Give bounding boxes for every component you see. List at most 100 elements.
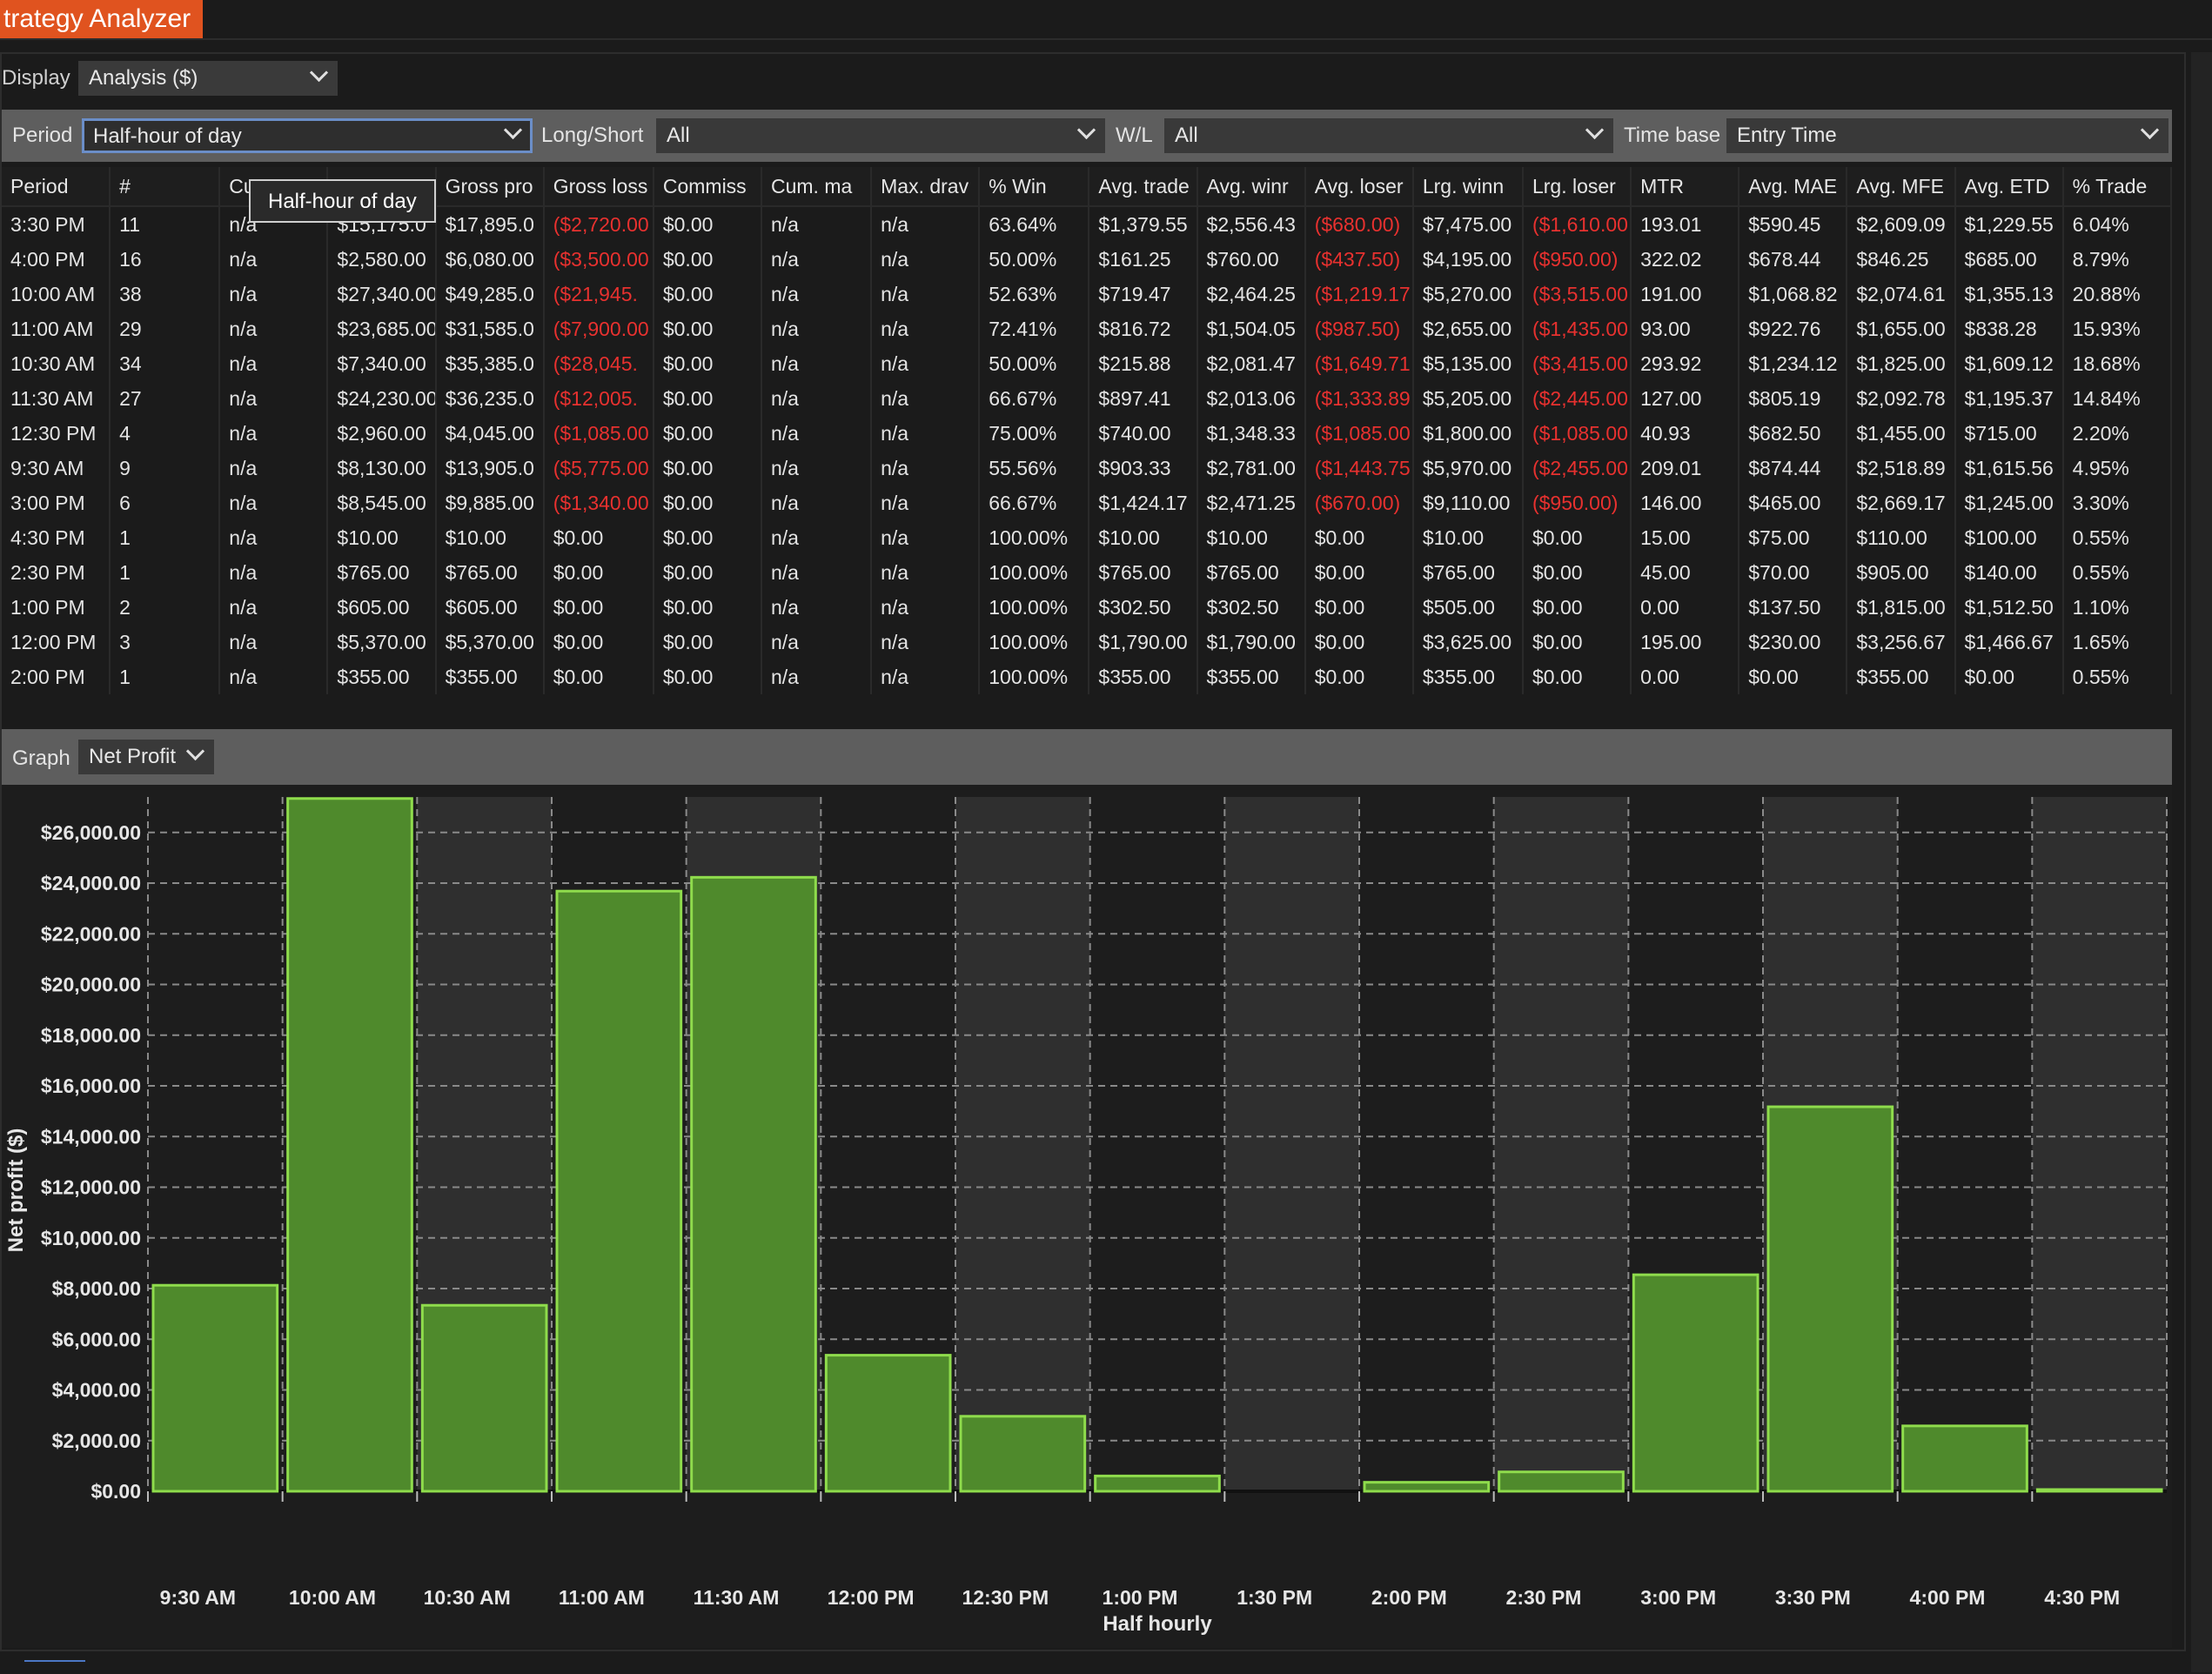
table-row[interactable]: 4:00 PM 16 n/a $2,580.00 $6,080.00 ($3,500.00…	[2, 242, 2173, 277]
table-cell: $35,385.0	[435, 346, 545, 381]
table-cell: 38	[110, 277, 221, 311]
y-tick-label: $6,000.00	[52, 1328, 141, 1350]
period-select[interactable]: Half-hour of day	[82, 118, 533, 153]
table-cell: $0.00	[1304, 660, 1414, 694]
column-header[interactable]: #	[110, 167, 221, 207]
table-cell: $1,504.05	[1196, 311, 1306, 346]
column-header[interactable]: Avg. winr	[1196, 167, 1306, 207]
table-cell: 9:30 AM	[2, 451, 111, 485]
right-scroll-strip[interactable]	[2191, 52, 2212, 1672]
table-cell: 100.00%	[979, 520, 1090, 555]
table-cell: $1,790.00	[1196, 625, 1306, 660]
table-cell: 4:00 PM	[2, 242, 111, 277]
column-header[interactable]: Avg. ETD	[1954, 167, 2064, 207]
table-cell: 4.95%	[2062, 451, 2173, 485]
table-cell: $1,195.37	[1954, 381, 2064, 416]
chevron-down-icon	[1585, 124, 1603, 141]
column-header[interactable]: Avg. trade	[1089, 167, 1198, 207]
table-row[interactable]: 9:30 AM 9 n/a $8,130.00 $13,905.0 ($5,775.00 $…	[2, 451, 2173, 485]
column-header[interactable]: Lrg. loser	[1522, 167, 1632, 207]
wl-select[interactable]: All	[1164, 118, 1613, 153]
table-cell: n/a	[871, 660, 981, 694]
column-header[interactable]: Gross loss	[543, 167, 654, 207]
table-cell: n/a	[871, 555, 981, 590]
time-base-select[interactable]: Entry Time	[1726, 118, 2168, 153]
table-cell: $2,580.00	[327, 242, 437, 277]
table-row[interactable]: 3:00 PM 6 n/a $8,545.00 $9,885.00 ($1,340.00 $…	[2, 485, 2173, 520]
table-cell: ($3,515.00	[1522, 277, 1632, 311]
table-row[interactable]: 10:00 AM 38 n/a $27,340.00 $49,285.0 ($21,945…	[2, 277, 2173, 311]
table-row[interactable]: 11:00 AM 29 n/a $23,685.00 $31,585.0 ($7,900.…	[2, 311, 2173, 346]
table-cell: $161.25	[1089, 242, 1198, 277]
table-cell: 146.00	[1631, 485, 1740, 520]
table-cell: 100.00%	[979, 555, 1090, 590]
table-cell: $678.44	[1739, 242, 1848, 277]
y-tick-label: $26,000.00	[41, 821, 141, 844]
column-header[interactable]: % Win	[979, 167, 1090, 207]
table-cell: $2,074.61	[1847, 277, 1956, 311]
table-cell: $1,609.12	[1954, 346, 2064, 381]
x-tick-label: 3:00 PM	[1640, 1586, 1716, 1609]
y-tick-label: $0.00	[90, 1480, 141, 1503]
table-row[interactable]: 10:30 AM 34 n/a $7,340.00 $35,385.0 ($28,045.…	[2, 346, 2173, 381]
table-cell: 4:30 PM	[2, 520, 111, 555]
table-row[interactable]: 11:30 AM 27 n/a $24,230.00 $36,235.0 ($12,005…	[2, 381, 2173, 416]
table-cell: $2,781.00	[1196, 451, 1306, 485]
table-cell: $2,960.00	[327, 416, 437, 451]
table-row[interactable]: 1:00 PM 2 n/a $605.00 $605.00 $0.00 $0.00 n/a n/…	[2, 590, 2173, 625]
table-cell: n/a	[871, 485, 981, 520]
chart-band	[1493, 797, 1629, 1491]
table-cell: $4,045.00	[435, 416, 545, 451]
table-row[interactable]: 2:00 PM 1 n/a $355.00 $355.00 $0.00 $0.00 n/a n/…	[2, 660, 2173, 694]
table-cell: 16	[110, 242, 221, 277]
table-cell: ($1,085.00	[1522, 416, 1632, 451]
graph-select[interactable]: Net Profit	[78, 740, 214, 774]
column-header[interactable]: Lrg. winn	[1412, 167, 1524, 207]
column-header[interactable]: Period	[2, 167, 111, 207]
column-header[interactable]: Gross pro	[435, 167, 545, 207]
table-cell: ($1,333.89	[1304, 381, 1414, 416]
table-cell: 11:00 AM	[2, 311, 111, 346]
display-select[interactable]: Analysis ($)	[78, 61, 338, 96]
table-cell: $24,230.00	[327, 381, 437, 416]
table-cell: n/a	[219, 590, 329, 625]
table-cell: ($2,455.00	[1522, 451, 1632, 485]
bar	[1766, 1105, 1894, 1493]
table-row[interactable]: 12:30 PM 4 n/a $2,960.00 $4,045.00 ($1,085.00…	[2, 416, 2173, 451]
table-cell: 1	[110, 660, 221, 694]
table-cell: 4	[110, 416, 221, 451]
table-cell: $8,130.00	[327, 451, 437, 485]
bar	[1632, 1273, 1760, 1493]
table-cell: $355.00	[435, 660, 545, 694]
table-cell: 3:30 PM	[2, 206, 111, 242]
table-cell: $5,135.00	[1412, 346, 1524, 381]
table-cell: $1,245.00	[1954, 485, 2064, 520]
column-header[interactable]: MTR	[1631, 167, 1740, 207]
long-short-select[interactable]: All	[656, 118, 1105, 153]
column-header[interactable]: Avg. MFE	[1847, 167, 1956, 207]
column-header[interactable]: Avg. loser	[1304, 167, 1414, 207]
table-row[interactable]: 2:30 PM 1 n/a $765.00 $765.00 $0.00 $0.00 n/a n/…	[2, 555, 2173, 590]
table-cell: ($437.50)	[1304, 242, 1414, 277]
column-header[interactable]: Avg. MAE	[1739, 167, 1848, 207]
bar	[151, 1283, 279, 1493]
time-base-label: Time base	[1624, 124, 1721, 147]
column-header[interactable]: % Trade	[2062, 167, 2173, 207]
table-row[interactable]: 3:30 PM 11 n/a $15,175.0 $17,895.0 ($2,720.00…	[2, 206, 2173, 242]
table-cell: ($21,945.	[543, 277, 654, 311]
column-header[interactable]: Commiss	[653, 167, 762, 207]
table-cell: 9	[110, 451, 221, 485]
table-row[interactable]: 12:00 PM 3 n/a $5,370.00 $5,370.00 $0.00 $0.00…	[2, 625, 2173, 660]
column-header[interactable]: Cum. ma	[761, 167, 873, 207]
table-cell: $23,685.00	[327, 311, 437, 346]
table-cell: n/a	[219, 485, 329, 520]
table-cell: n/a	[761, 277, 873, 311]
table-row[interactable]: 4:30 PM 1 n/a $10.00 $10.00 $0.00 $0.00 n/a n/a 1…	[2, 520, 2173, 555]
bottom-tab[interactable]	[24, 1660, 85, 1674]
table-cell: $302.50	[1089, 590, 1198, 625]
table-cell: $230.00	[1739, 625, 1848, 660]
column-header[interactable]: Max. drav	[871, 167, 981, 207]
table-cell: $3,256.67	[1847, 625, 1956, 660]
window-title-tab[interactable]: trategy Analyzer	[0, 0, 204, 38]
table-cell: 209.01	[1631, 451, 1740, 485]
